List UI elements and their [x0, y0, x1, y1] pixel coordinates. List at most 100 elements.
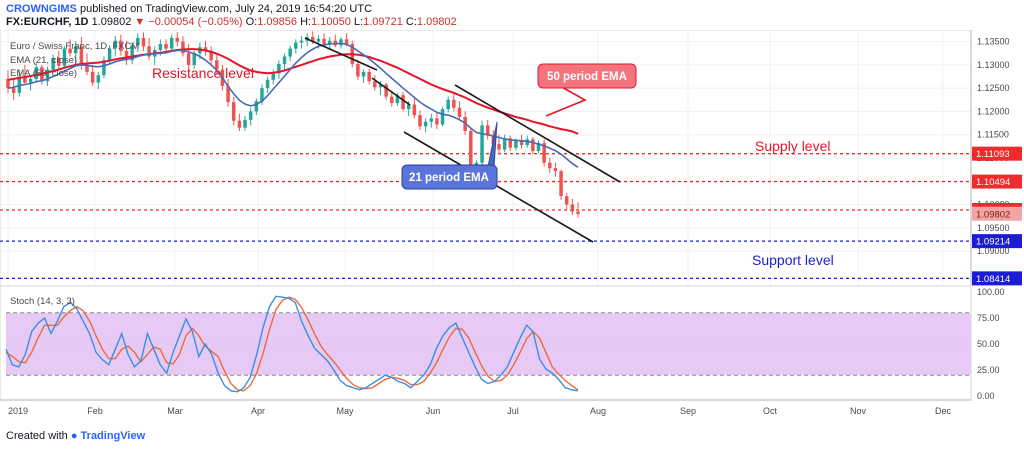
candle-body-74: [423, 121, 428, 127]
time-tick-2: Mar: [167, 406, 183, 416]
candle-body-97: [553, 168, 558, 172]
candle-body-47: [271, 73, 275, 80]
close-label: C:: [405, 16, 417, 28]
price-tick-8: 1.09500: [977, 223, 1010, 233]
candle-body-88: [502, 138, 507, 150]
price-tick-0: 1.13500: [977, 37, 1010, 47]
price-tag-0: 1.11093: [976, 149, 1010, 160]
price-tag-4: 1.09214: [976, 237, 1010, 248]
stoch-axis[interactable]: 100.00 75.00 50.00 25.00 0.00: [977, 287, 1005, 401]
candlesticks: [6, 31, 580, 218]
candle-body-21: [124, 50, 129, 61]
support-label: Support level: [752, 252, 834, 268]
ema50-callout-text: 50 period EMA: [547, 71, 627, 83]
time-axis[interactable]: 2019 Feb Mar Apr May Jun Jul Aug Sep Oct Nov Dec: [0, 399, 971, 416]
stoch-grid: [6, 312, 971, 376]
candle-body-93: [531, 139, 535, 152]
ema21-callout-box: [401, 164, 498, 190]
chart-canvas[interactable]: Euro / Swiss Franc, 1D, FXCM EMA (21, cl…: [0, 30, 1024, 430]
candle-body-5: [34, 67, 38, 79]
price-level-tags: 1.110931.104941.098831.098021.092141.084…: [972, 146, 1022, 286]
candle-body-78: [446, 99, 450, 110]
candle-body-15: [90, 71, 95, 83]
ema50-callout-pointer: [545, 85, 587, 117]
publish-info: published on TradingView.com, July 24, 2…: [79, 3, 373, 15]
author-name[interactable]: CROWNGIMS: [6, 3, 77, 15]
candle-body-84: [480, 125, 484, 163]
candle-body-70: [401, 95, 405, 110]
candle-body-75: [429, 118, 434, 122]
candle-body-9: [57, 57, 61, 66]
candle-body-91: [519, 140, 524, 145]
open-value: 1.09856: [257, 16, 297, 28]
time-tick-7: Aug: [590, 406, 606, 416]
stoch-tick-1: 75.00: [977, 313, 1000, 323]
candle-body-33: [192, 53, 196, 65]
candle-body-85: [485, 125, 490, 136]
candle-body-19: [113, 40, 117, 49]
stoch-tick-2: 50.00: [977, 339, 1000, 349]
candle-body-14: [85, 64, 89, 72]
candle-body-82: [469, 131, 473, 172]
candle-body-28: [164, 43, 168, 49]
tradingview-logo-icon: ●: [70, 430, 78, 442]
stoch-tick-4: 0.00: [977, 391, 995, 401]
candle-body-22: [130, 45, 134, 61]
ema50-callout-box: [537, 63, 637, 89]
time-tick-3: Apr: [251, 406, 265, 416]
candle-body-24: [141, 37, 146, 47]
stoch-k-line: [5, 295, 579, 393]
time-tick-6: Jul: [507, 406, 519, 416]
footer-brand[interactable]: TradingView: [80, 430, 146, 442]
candle-body-56: [322, 38, 326, 44]
candle-body-100: [570, 204, 575, 212]
low-label: L:: [353, 16, 364, 28]
candle-body-94: [536, 143, 541, 152]
time-tick-4: May: [336, 406, 354, 416]
price-tag-box-3: [972, 206, 1022, 221]
candle-body-18: [107, 48, 112, 61]
candle-body-101: [576, 211, 580, 214]
stoch-legend: Stoch (14, 3, 3): [10, 296, 75, 307]
candle-body-11: [68, 48, 72, 54]
candle-body-17: [102, 60, 106, 76]
ema21-callout[interactable]: 21 period EMA: [401, 121, 498, 190]
stoch-tick-0: 100.00: [977, 287, 1005, 297]
candle-body-98: [559, 171, 563, 197]
candle-body-50: [288, 48, 292, 57]
candle-body-30: [175, 37, 180, 42]
trend-channel-lines[interactable]: [304, 37, 621, 243]
candle-body-55: [316, 38, 321, 42]
candle-body-65: [373, 81, 377, 88]
time-tick-11: Dec: [935, 406, 952, 416]
price-tag-1: 1.10494: [976, 177, 1010, 188]
candle-body-0: [6, 78, 10, 89]
candle-body-48: [277, 63, 281, 74]
candle-body-13: [79, 46, 84, 65]
channel-line-1: [371, 77, 411, 106]
candle-body-35: [203, 47, 208, 51]
channel-line-3: [454, 84, 621, 183]
resistance-label: Resistance level: [152, 65, 254, 81]
candle-body-51: [294, 42, 298, 49]
price-tag-5: 1.08414: [976, 274, 1010, 285]
candle-body-36: [209, 50, 213, 61]
candle-body-45: [260, 88, 264, 102]
candle-body-59: [339, 39, 343, 46]
ema50-callout[interactable]: 50 period EMA: [537, 63, 637, 117]
candle-body-7: [45, 69, 50, 82]
price-tick-4: 1.11500: [977, 130, 1009, 140]
candle-body-90: [514, 140, 518, 148]
price-change: ▼ −0.00054 (−0.05%): [134, 16, 243, 28]
legend-title: Euro / Swiss Franc, 1D, FXCM: [10, 41, 139, 52]
candle-body-76: [435, 118, 439, 125]
candle-body-87: [497, 144, 501, 150]
footer-created: Created with: [6, 430, 68, 442]
time-tick-8: Sep: [680, 406, 696, 416]
candle-body-32: [186, 53, 191, 65]
candle-body-57: [327, 40, 332, 44]
candle-body-16: [96, 75, 101, 83]
candle-body-80: [457, 107, 462, 118]
high-label: H:: [300, 16, 312, 28]
candle-body-67: [384, 84, 388, 97]
